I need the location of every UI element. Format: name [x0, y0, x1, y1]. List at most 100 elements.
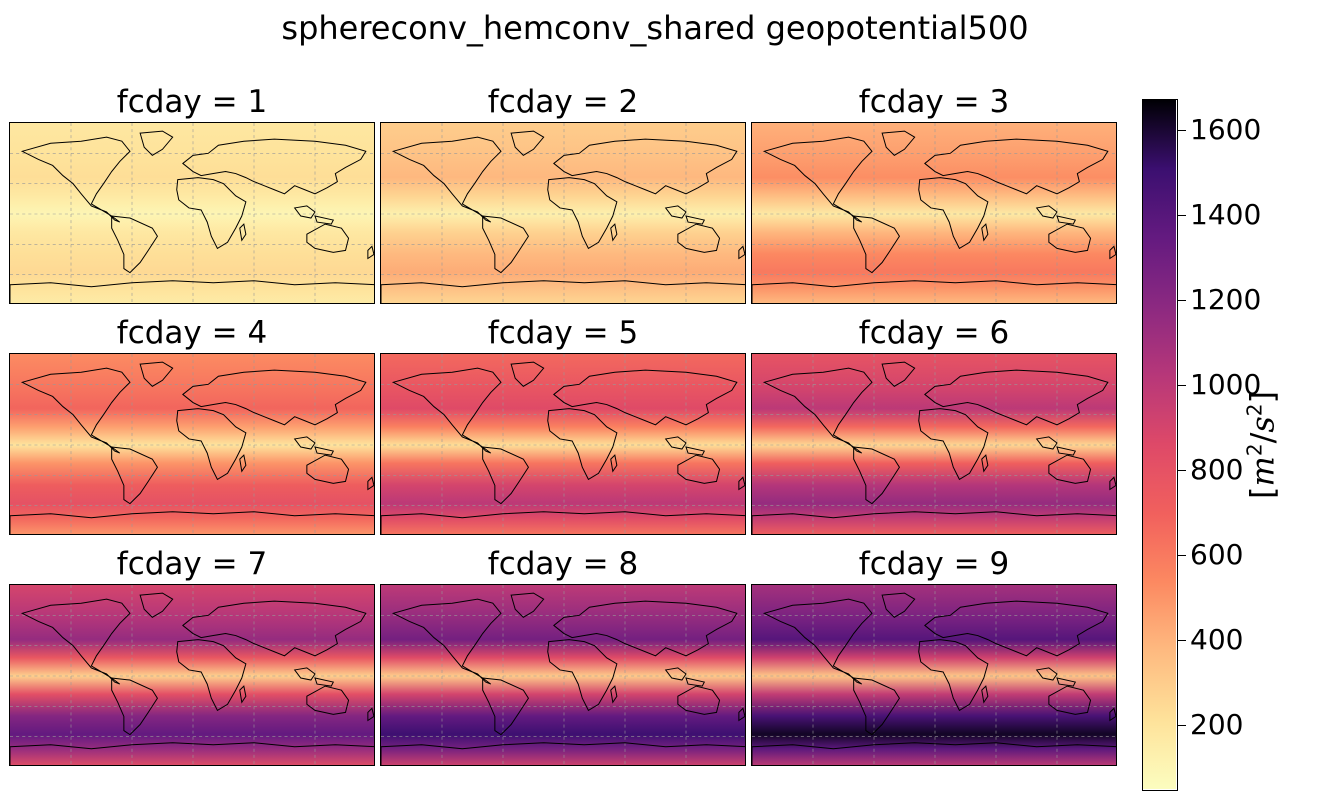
coastline	[393, 137, 501, 222]
coastline	[982, 686, 988, 702]
coastline	[764, 599, 872, 684]
coastline	[1037, 437, 1057, 449]
coastline	[982, 224, 988, 240]
coastline	[307, 455, 349, 483]
coastline	[982, 455, 988, 471]
coastline	[177, 409, 246, 480]
map-panel: fcday = 4	[9, 315, 375, 535]
coastline	[177, 640, 246, 711]
coastline	[1110, 477, 1116, 489]
colorbar-tick-mark	[1178, 299, 1186, 301]
coastline	[393, 368, 501, 453]
map-field	[380, 584, 746, 766]
colorbar-tick-label: 800	[1190, 453, 1244, 487]
coastline	[307, 224, 349, 252]
map-panel: fcday = 8	[380, 546, 746, 766]
coastline	[183, 601, 366, 656]
coastline	[381, 281, 746, 304]
coastline	[611, 224, 617, 240]
coastline	[678, 686, 720, 714]
colorbar-tick-mark	[1178, 384, 1186, 386]
coastline	[752, 281, 1117, 304]
map-heatmap	[381, 354, 745, 534]
coastline	[752, 743, 1117, 766]
map-field	[9, 353, 375, 535]
map-field	[751, 584, 1117, 766]
coastline	[919, 409, 988, 480]
colorbar-tick-mark	[1178, 555, 1186, 557]
coastline	[240, 686, 246, 702]
map-field	[9, 584, 375, 766]
coastline	[315, 678, 333, 686]
coastline	[554, 601, 737, 656]
coastline	[295, 668, 315, 680]
coastline	[686, 678, 704, 686]
coastline	[1110, 708, 1116, 720]
coastline	[22, 599, 130, 684]
coastline	[1049, 224, 1091, 252]
coastline	[1057, 216, 1075, 224]
map-heatmap	[381, 585, 746, 766]
zonal-field	[381, 585, 745, 765]
coastline	[925, 601, 1108, 656]
coastline	[1037, 668, 1057, 680]
map-panel: fcday = 3	[751, 84, 1117, 304]
map-heatmap	[752, 585, 1117, 766]
coastline	[764, 368, 872, 453]
coastline	[764, 137, 872, 222]
colorbar-tick-mark	[1178, 640, 1186, 642]
zonal-field	[752, 123, 1116, 303]
panel-title: fcday = 3	[858, 84, 1010, 120]
colorbar-tick-mark	[1178, 129, 1186, 131]
coastline	[368, 246, 374, 258]
colorbar-tick-mark	[1178, 214, 1186, 216]
coastline	[10, 743, 375, 766]
coastline	[240, 455, 246, 471]
coastline	[854, 678, 900, 735]
panel-title: fcday = 6	[858, 315, 1010, 351]
colorbar-tick-label: 1400	[1190, 197, 1262, 231]
coastline	[140, 593, 173, 617]
map-panel: fcday = 1	[9, 84, 375, 304]
coastline	[483, 216, 529, 273]
coastline	[1057, 447, 1075, 455]
coastline	[511, 593, 544, 617]
coastline	[140, 131, 173, 155]
map-panel: fcday = 9	[751, 546, 1117, 766]
map-heatmap	[381, 123, 746, 304]
coastline	[483, 678, 529, 735]
coastline	[854, 447, 900, 504]
colorbar	[1142, 99, 1178, 791]
coastline	[315, 447, 333, 455]
panel-title: fcday = 7	[116, 546, 268, 582]
map-heatmap	[10, 585, 375, 766]
coastline	[140, 362, 173, 386]
figure-title: sphereconv_hemconv_shared geopotential50…	[281, 9, 1029, 47]
coastline	[548, 409, 617, 480]
coastline	[925, 370, 1108, 425]
coastline	[112, 216, 158, 273]
coastline	[10, 512, 375, 535]
map-heatmap	[752, 123, 1117, 304]
coastline	[1057, 678, 1075, 686]
coastline	[183, 370, 366, 425]
colorbar-tick-label: 200	[1190, 708, 1244, 742]
coastline	[183, 139, 366, 194]
coastline	[686, 447, 704, 455]
zonal-field	[10, 123, 374, 303]
map-field	[751, 122, 1117, 304]
coastline	[381, 743, 746, 766]
coastline	[368, 477, 374, 489]
coastline	[686, 216, 704, 224]
coastline	[1037, 206, 1057, 218]
coastline	[882, 362, 915, 386]
map-heatmap	[10, 354, 375, 535]
zonal-field	[10, 585, 374, 765]
coastline	[666, 668, 686, 680]
panel-title: fcday = 5	[487, 315, 639, 351]
coastline	[739, 477, 745, 489]
panel-title: fcday = 4	[116, 315, 268, 351]
panel-title: fcday = 1	[116, 84, 268, 120]
colorbar-tick-mark	[1178, 725, 1186, 727]
coastline	[393, 599, 501, 684]
